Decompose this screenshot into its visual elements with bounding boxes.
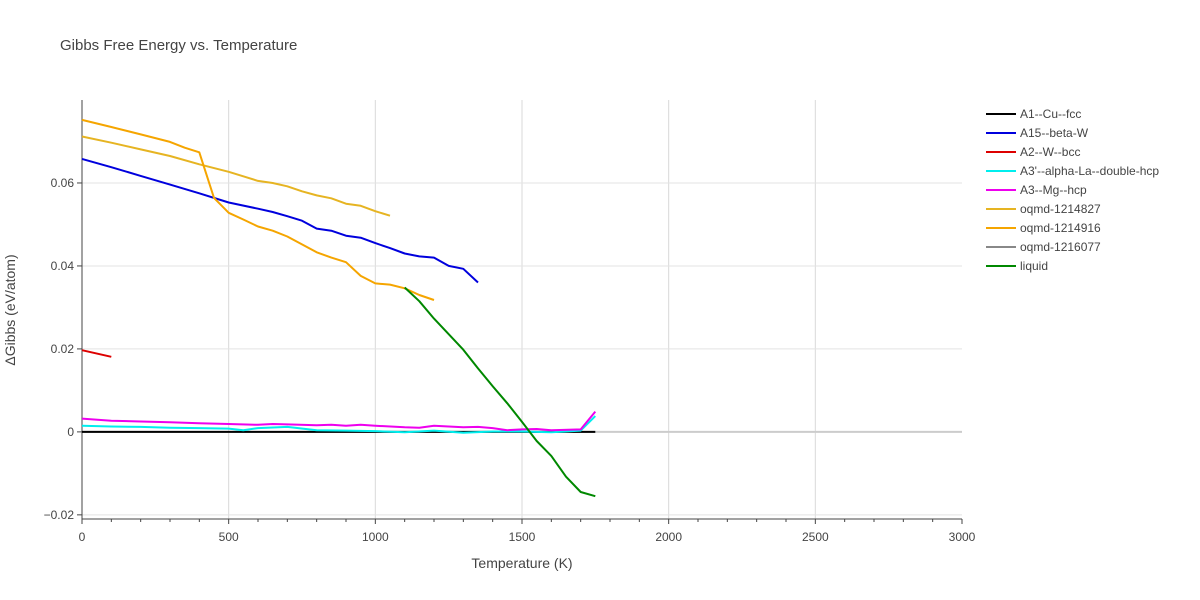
y-tick-label: 0.04	[51, 259, 75, 273]
y-tick-label: −0.02	[44, 508, 75, 522]
x-tick-labels: 0 500 1000 1500 2000 2500 3000	[79, 530, 976, 544]
x-tick-label: 3000	[949, 530, 976, 544]
series-line-8	[404, 286, 596, 498]
x-tick-label: 500	[219, 530, 239, 544]
legend: A1--Cu--fcc A15--beta-W A2--W--bcc A3'--alp…	[986, 107, 1159, 273]
x-tick-label: 1500	[509, 530, 536, 544]
y-tick-labels: −0.02 0 0.02 0.04 0.06	[44, 176, 75, 522]
x-axis-label: Temperature (K)	[471, 555, 572, 571]
y-tick-label: 0	[67, 425, 74, 439]
series-line-3	[81, 415, 597, 434]
series-line-1	[81, 157, 479, 284]
legend-label: A3'--alpha-La--double-hcp	[1020, 164, 1159, 178]
legend-label: A2--W--bcc	[1020, 145, 1080, 159]
legend-item[interactable]: oqmd-1214916	[986, 221, 1101, 235]
legend-item[interactable]: A1--Cu--fcc	[986, 107, 1081, 121]
x-tick-label: 2500	[802, 530, 829, 544]
legend-label: oqmd-1214827	[1020, 202, 1101, 216]
legend-label: A1--Cu--fcc	[1020, 107, 1081, 121]
legend-item[interactable]: liquid	[986, 259, 1048, 273]
chart-title: Gibbs Free Energy vs. Temperature	[60, 37, 297, 54]
legend-item[interactable]: A3--Mg--hcp	[986, 183, 1087, 197]
series-line-4	[81, 410, 597, 432]
legend-label: A15--beta-W	[1020, 126, 1089, 140]
series-layer	[81, 118, 597, 498]
grid-layer	[82, 100, 962, 519]
y-tick-label: 0.02	[51, 342, 75, 356]
series-line-2	[81, 349, 112, 358]
series-line-6	[81, 118, 435, 301]
legend-item[interactable]: A2--W--bcc	[986, 145, 1080, 159]
legend-item[interactable]: A15--beta-W	[986, 126, 1089, 140]
x-tick-label: 2000	[655, 530, 682, 544]
axis-layer	[77, 100, 963, 524]
legend-label: oqmd-1216077	[1020, 240, 1101, 254]
legend-label: oqmd-1214916	[1020, 221, 1101, 235]
legend-item[interactable]: oqmd-1216077	[986, 240, 1101, 254]
legend-label: liquid	[1020, 259, 1048, 273]
legend-item[interactable]: A3'--alpha-La--double-hcp	[986, 164, 1159, 178]
y-tick-label: 0.06	[51, 176, 75, 190]
legend-item[interactable]: oqmd-1214827	[986, 202, 1101, 216]
legend-label: A3--Mg--hcp	[1020, 183, 1087, 197]
x-tick-label: 1000	[362, 530, 389, 544]
series-line-5	[81, 135, 391, 217]
x-tick-label: 0	[79, 530, 86, 544]
y-axis-label: ΔGibbs (eV/atom)	[2, 254, 18, 365]
